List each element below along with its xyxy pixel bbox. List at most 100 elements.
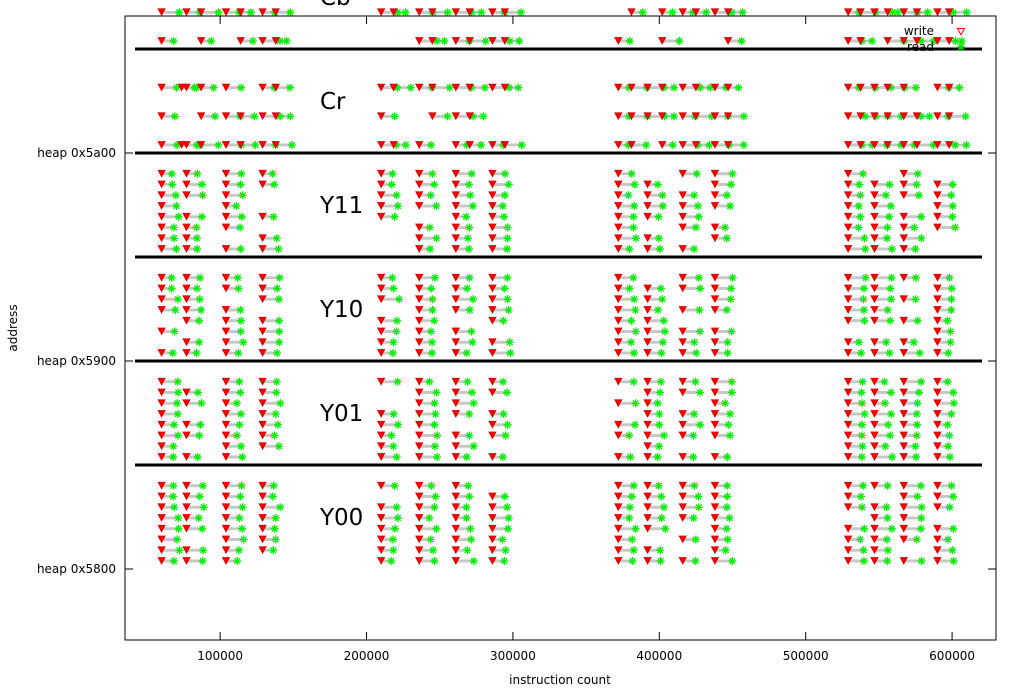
write-point-183 [643,388,652,397]
read-point-457 [211,112,220,121]
x-tick-label-4: 500000 [783,649,829,663]
write-point-32 [377,535,386,544]
read-point-321 [885,349,894,357]
read-point-312 [727,284,736,293]
read-point-503 [705,141,714,149]
write-point-387 [451,169,461,178]
read-point-423 [860,234,869,243]
read-point-119 [173,431,182,440]
write-point-207 [870,442,879,451]
write-point-458 [196,83,206,92]
write-point-28 [258,492,267,501]
read-point-612 [962,8,971,17]
write-point-21 [221,492,231,501]
read-point-540 [207,37,216,45]
read-point-431 [883,234,892,243]
read-point-124 [173,377,182,386]
write-point-423 [843,234,853,243]
read-point-179 [660,431,669,440]
write-point-151 [415,453,424,461]
read-point-343 [169,223,178,232]
write-point-230 [157,349,166,357]
write-point-570 [488,37,497,45]
read-point-32 [388,535,397,544]
read-point-445 [948,212,957,221]
write-point-89 [843,557,853,565]
write-point-609 [933,8,942,17]
write-point-82 [710,546,720,555]
write-point-282 [488,306,497,314]
write-point-451 [157,83,166,92]
write-point-67 [614,481,623,490]
write-point-444 [933,223,942,232]
read-point-168 [503,420,512,429]
read-point-430 [888,245,897,253]
write-point-583 [678,8,687,17]
write-point-525 [899,112,908,121]
read-point-340 [945,273,954,282]
read-point-580 [675,37,684,45]
read-point-443 [913,169,922,178]
read-point-425 [856,212,865,221]
read-point-421 [728,169,737,178]
write-point-251 [258,338,267,347]
read-point-18 [238,524,247,533]
read-point-31 [389,546,398,555]
write-point-214 [899,453,908,461]
read-point-541 [214,8,223,17]
write-point-440 [899,212,908,221]
read-point-164 [468,388,477,397]
write-point-176 [614,377,623,386]
read-point-471 [390,112,399,121]
write-point-594 [856,37,865,45]
read-point-109 [916,481,925,490]
read-point-401 [624,191,633,200]
read-point-554 [393,8,402,17]
read-point-374 [432,234,441,243]
read-point-97 [883,546,892,555]
read-point-456 [214,141,223,149]
write-point-70 [643,524,652,533]
write-point-134 [221,410,231,418]
read-point-80 [690,481,699,490]
read-point-245 [236,327,245,336]
write-point-235 [157,273,166,282]
read-point-399 [629,212,638,221]
read-point-411 [692,223,701,232]
read-point-288 [631,327,640,336]
write-point-224 [933,431,942,440]
write-point-188 [678,410,687,418]
write-point-138 [258,442,267,451]
write-point-589 [723,37,733,45]
read-point-376 [432,202,441,210]
write-point-580 [658,37,667,45]
read-point-216 [912,431,921,440]
write-point-98 [870,535,879,544]
write-point-88 [710,481,720,490]
read-point-24 [271,535,280,544]
write-point-107 [899,503,908,512]
write-point-301 [678,349,687,357]
read-point-70 [661,524,670,533]
write-point-468 [271,112,280,121]
read-point-432 [883,223,892,232]
write-point-524 [899,141,908,149]
read-point-242 [196,273,205,282]
read-point-60 [628,557,637,565]
write-point-405 [643,234,652,243]
write-point-415 [678,169,687,178]
write-point-23 [258,546,267,555]
read-point-600 [893,8,902,17]
read-point-143 [272,388,281,397]
read-point-63 [631,524,640,533]
read-point-332 [911,273,920,282]
write-point-409 [643,180,652,189]
write-point-306 [678,273,687,282]
read-point-6 [169,492,178,501]
write-point-39 [415,535,424,544]
write-point-528 [912,112,922,121]
write-point-165 [451,377,461,386]
read-point-362 [237,169,246,178]
write-point-447 [933,191,942,200]
write-point-467 [271,141,280,149]
